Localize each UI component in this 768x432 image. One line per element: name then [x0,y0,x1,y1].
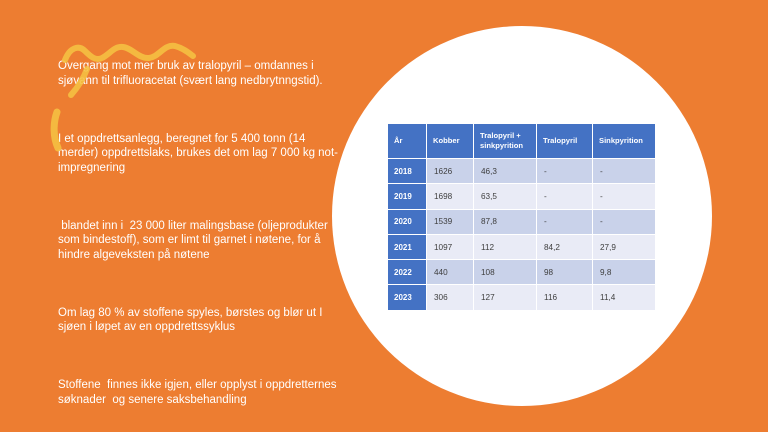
table-row-2021: 2021 1097 112 84,2 27,9 [387,233,656,261]
value-cell: 87,8 [473,208,537,235]
table-header-cell-1: Kobber [426,123,474,159]
value-cell: 1097 [426,233,474,261]
value-cell: 306 [426,284,474,311]
value-cell: 127 [473,284,537,311]
value-cell: 1626 [426,157,474,185]
year-cell-2023: 2023 [387,284,427,311]
paragraph-malingsbase: blandet inn i 23 000 liter malingsbase (… [58,219,331,261]
table-row-2018: 2018 1626 46,3- - [387,157,656,185]
value-cell: - [592,157,656,185]
paragraph-tralopyril-overgang: Overgang mot mer bruk av tralopyril – om… [58,60,323,87]
value-cell: 9,8 [592,259,656,286]
table-row-2019: 2019 1698 63,5- - [387,183,656,210]
value-cell: 1698 [426,183,474,210]
value-cell: 27,9 [592,233,656,261]
value-cell: 11,4 [592,284,656,311]
value-cell: - [536,157,593,185]
table-header-cell-0: År [387,123,427,159]
table-row-2022: 2022 440 108 98 9,8 [387,259,656,286]
value-cell: 63,5 [473,183,537,210]
value-cell: 84,2 [536,233,593,261]
body-text-block: Overgang mot mer bruk av tralopyril – om… [58,30,338,432]
table-header-row: År Kobber Tralopyril + sinkpyrition Tralopy… [387,123,656,159]
table-header: År Kobber Tralopyril + sinkpyrition Tralopy… [387,123,656,159]
table-header-cell-3: Tralopyril [536,123,593,159]
table-row-2023: 2023 306 127 116 11,4 [387,284,656,311]
year-cell-2018: 2018 [387,157,427,185]
value-cell: - [592,208,656,235]
value-cell: 116 [536,284,593,311]
year-cell-2021: 2021 [387,233,427,261]
table-header-cell-2: Tralopyril + sinkpyrition [473,123,537,159]
value-cell: 440 [426,259,474,286]
value-cell: 1539 [426,208,474,235]
year-cell-2020: 2020 [387,208,427,235]
chemicals-by-year-table: År Kobber Tralopyril + sinkpyrition Tralopy… [387,123,656,311]
value-cell: 112 [473,233,537,261]
value-cell: - [536,208,593,235]
table-row-2020: 2020 1539 87,8- - [387,208,656,235]
value-cell: - [536,183,593,210]
paragraph-stoffene: Stoffene finnes ikke igjen, eller opplys… [58,379,340,406]
paragraph-spyles: Om lag 80 % av stoffene spyles, børstes … [58,306,326,334]
table-body: 2018 1626 46,3- -2019 1698 63,5- -2020 1539 87,8… [387,157,656,311]
year-cell-2019: 2019 [387,183,427,210]
value-cell: 46,3 [473,157,537,185]
table-header-cell-4: Sinkpyrition [592,123,656,159]
value-cell: 98 [536,259,593,286]
paragraph-oppdrettsanlegg: I et oppdrettsanlegg, beregnet for 5 400… [58,132,338,174]
value-cell: - [592,183,656,210]
value-cell: 108 [473,259,537,286]
year-cell-2022: 2022 [387,259,427,286]
